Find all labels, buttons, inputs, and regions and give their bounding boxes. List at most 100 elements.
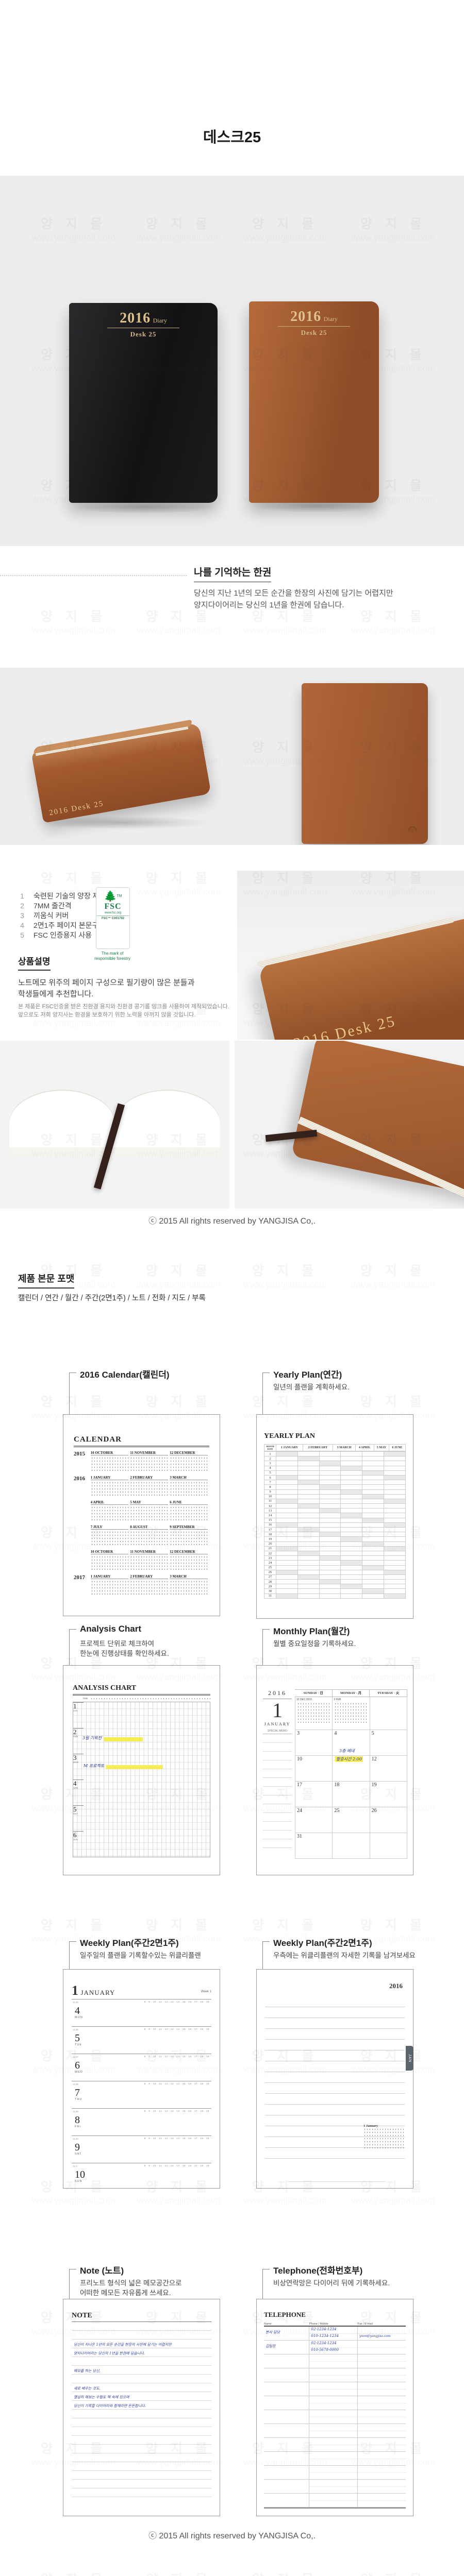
analysis-month: 6 JUN — [73, 1831, 84, 1857]
calendar-row: 7 JULY 8 AUGUST 9 SEPTEMBER — [74, 1525, 209, 1546]
month-label: 6 JUNE — [170, 1500, 208, 1505]
calendar-rows: 2015 10 OCTOBER 11 NOVEMBER 12 DECEMBER — [74, 1451, 209, 1596]
calendar-month: 11 NOVEMBER — [130, 1451, 169, 1472]
month-label: 12 DECEMBER — [170, 1550, 208, 1554]
telephone-title: TELEPHONE — [264, 2311, 306, 2318]
connector — [69, 1372, 76, 1373]
diary-cover-black: 2016 Diary Desk 25 — [69, 303, 218, 503]
yearly-panel: YEARLY PLAN MONTH DATE 1 JANUARY 2 FEBRUAR… — [256, 1414, 413, 1619]
timeline: 8 · 9 · 10 · 11 · 12 · 13 · 14 · 15 · 16… — [144, 2055, 209, 2058]
handwriting: 당신이 지나온 1년의 모든 순간을 한장의 사진에 담기는 어렵지만 — [74, 2343, 172, 2347]
month-label: 7 JULY — [90, 1525, 129, 1530]
date: 26 — [371, 1808, 377, 1814]
entry-mobile: 010-5678-0000 — [311, 2348, 339, 2352]
divider — [358, 2347, 406, 2348]
note-lines: 당신이 지나온 1년의 모든 순간을 한장의 사진에 담기는 어렵지만 양지다이… — [72, 2322, 211, 2497]
date: 4 — [334, 1731, 337, 1736]
day-head: SUNDAY · 日 — [295, 1689, 333, 1697]
cover-diary: Diary — [323, 315, 338, 323]
month-label: 12 DECEMBER — [170, 1451, 208, 1455]
calendar-row: 2015 10 OCTOBER 11 NOVEMBER 12 DECEMBER — [74, 1451, 209, 1472]
timeline: 8 · 9 · 10 · 11 · 12 · 13 · 14 · 15 · 16… — [144, 2082, 209, 2085]
calendar-year: 2017 — [74, 1574, 85, 1581]
fsc-tagline: The mark of responsible forestry — [86, 951, 139, 961]
timeline: 8 · 9 · 10 · 11 · 12 · 13 · 14 · 15 · 16… — [144, 2001, 209, 2003]
spine-text: 2016 Desk 25 — [48, 799, 105, 818]
cover-model: Desk 25 — [130, 330, 157, 338]
spine-macro-photo: 2016 Desk 25 — [237, 871, 464, 1040]
handwriting: M 프로젝트 — [84, 1764, 105, 1768]
calendar-year — [74, 1525, 91, 1546]
page-title: 데스크25 — [203, 129, 261, 146]
weekly-day: 8 · 9 · 10 · 11 · 12 · 13 · 14 · 15 · 16… — [72, 2054, 211, 2080]
handwriting: 양지다이어리는 당신의 1년을 한권에 담습니다. — [74, 2351, 145, 2355]
divider — [358, 2333, 406, 2334]
feature-text: 2면1주 페이지 본문구성 — [34, 921, 106, 929]
feature-item: 2 7MM 줄간격 — [18, 901, 214, 911]
desc-line2: 학생들에게 추천합니다. — [18, 990, 94, 998]
weekly-left-sub: 일주일의 플랜을 기록할수있는 위클리플랜 — [80, 1952, 201, 1959]
emboss-logo — [408, 826, 417, 835]
watermark-tile: 양 지 몰www.yangjimall.com — [20, 2569, 128, 2576]
weekly-day: 8 · 9 · 10 · 11 · 12 · 13 · 14 · 15 · 16… — [72, 2163, 211, 2190]
month-label: 11 NOVEMBER — [130, 1550, 169, 1554]
calendar-row: 4 APRIL 5 MAY 6 JUNE — [74, 1500, 209, 1521]
yearly-label: Yearly Plan(연간) — [273, 1370, 342, 1380]
connector — [262, 1372, 263, 1439]
month-grid — [90, 1481, 129, 1497]
calendar-month: 12 DECEMBER — [170, 1550, 208, 1571]
highlight-bar — [106, 1765, 163, 1769]
label: Mobile — [320, 2323, 328, 2326]
month-grid — [170, 1555, 208, 1571]
weekly-day: 8 · 9 · 10 · 11 · 12 · 13 · 14 · 15 · 16… — [72, 2136, 211, 2162]
day-heads: SUNDAY · 日 MONDAY · 月 TUESDAY · 火 — [295, 1689, 408, 1697]
yearly-col: 4 APRIL — [355, 1444, 374, 1451]
fsc-tag2: responsible forestry — [94, 956, 130, 961]
watermark-tile: 양 지 몰www.yangjimall.com — [352, 609, 435, 635]
day-number: 6 — [75, 2060, 80, 2071]
cover-year: 2016 — [290, 309, 322, 325]
connector — [262, 1372, 270, 1373]
timeline: 8 · 9 · 10 · 11 · 12 · 13 · 14 · 15 · 16… — [144, 2137, 209, 2140]
calendar-row: 2016 1 JANUARY 2 FEBRUARY 3 MARCH — [74, 1476, 209, 1497]
feature-number: 1 — [20, 892, 24, 900]
yearly-corner: MONTH DATE — [264, 1444, 276, 1451]
telephone-entries: 본사 담당 02-1234-1234 010-1234-1234 yoon@ya… — [264, 2327, 406, 2354]
handwriting-highlight: 할증시간 2:00 — [335, 1756, 363, 1762]
cover-year: 2016 — [120, 310, 151, 326]
watermark-tile: 양 지 몰www.yangjimall.com — [137, 609, 221, 635]
fanned-pages-left — [9, 1090, 115, 1157]
page-edges — [35, 726, 189, 756]
yearly-col: 2 FEBRUARY — [302, 1444, 334, 1451]
analysis-month: 1 JAN — [73, 1702, 84, 1728]
minical-grid — [297, 1702, 331, 1723]
timeline: 8 · 9 · 10 · 11 · 12 · 13 · 14 · 15 · 16… — [144, 2028, 209, 2030]
calendar-month: 7 JULY — [90, 1525, 129, 1546]
weekly-right-panel: 2016 1 January JAN — [256, 1969, 413, 2189]
connector — [262, 1941, 270, 1942]
empty-rows — [264, 2354, 406, 2507]
month-grid — [130, 1555, 169, 1571]
feature-item: 3 끼움식 커버 — [18, 911, 214, 921]
monthly-year: 2016 — [263, 1689, 292, 1699]
calendar-month: 6 JUNE — [170, 1500, 208, 1521]
day-head: TUESDAY · 火 — [370, 1689, 408, 1697]
date: 18 — [334, 1782, 340, 1788]
month-label: 4 APRIL — [90, 1500, 129, 1505]
footnote-line — [288, 2181, 386, 2182]
calendar-month: 11 NOVEMBER — [130, 1550, 169, 1571]
analysis-label: Analysis Chart — [80, 1624, 142, 1634]
telephone-sub: 비상연락망은 다이어리 뒤에 기록하세요. — [273, 2279, 390, 2287]
feature-item: 1 숙련된 기술의 양장 제본 — [18, 891, 214, 901]
note-sub2: 어떠한 메모든 자유롭게 쓰세요. — [80, 2289, 171, 2297]
desc-heading: 상품설명 — [18, 954, 51, 971]
month-label: 10 OCTOBER — [90, 1451, 129, 1455]
label: E-mail — [364, 2323, 373, 2326]
connector — [262, 1629, 270, 1630]
diary-cover-tan: 2016 Diary Desk 25 — [249, 301, 379, 503]
watermark-tile: 양 지 몰www.yangjimall.com — [339, 2569, 448, 2576]
minical-label: 12 DEC 2015 — [296, 1698, 312, 1701]
intro-heading: 나를 기억하는 한권 — [194, 565, 272, 582]
copyright-line: ⓒ 2015 All rights reserved by YANGJISA C… — [148, 2532, 316, 2540]
calendar-label: 2016 Calendar(캘린더) — [80, 1370, 170, 1380]
